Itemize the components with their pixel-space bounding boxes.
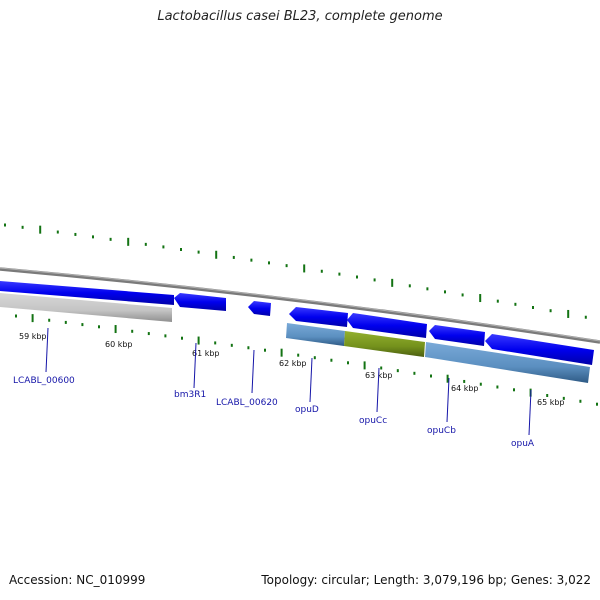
gene-bar[interactable]: [425, 342, 590, 383]
cds-arrow[interactable]: [429, 325, 485, 346]
label-leader-line: [376, 367, 380, 413]
tick-label: 60 kbp: [105, 340, 133, 349]
gene-bar[interactable]: [344, 331, 425, 357]
cds-arrow[interactable]: [289, 307, 348, 327]
cds-arrow[interactable]: [248, 301, 271, 316]
gene-label[interactable]: LCABL_00600: [13, 376, 75, 386]
backbone-highlight: [0, 267, 600, 342]
gene-labels: LCABL_00600 bm3R1 LCABL_00620 opuD opuCc opuC…: [13, 327, 535, 449]
label-leader-line: [446, 377, 450, 423]
label-leader-line: [528, 389, 532, 436]
gene-label[interactable]: LCABL_00620: [216, 398, 278, 408]
label-leader-line: [309, 357, 313, 403]
label-leader-line: [251, 349, 255, 394]
outer-tick-ring: [4, 223, 587, 319]
cds-arrow[interactable]: [347, 313, 427, 338]
gene-bar[interactable]: [0, 293, 172, 322]
tick-label: 62 kbp: [279, 359, 307, 368]
cds-arrow[interactable]: [174, 293, 226, 311]
gene-label[interactable]: opuD: [295, 405, 319, 415]
inner-tick-ring: [15, 314, 598, 406]
cds-arrow[interactable]: [0, 281, 174, 305]
tick-label: 65 kbp: [537, 398, 565, 407]
cds-arrow[interactable]: [485, 334, 594, 365]
tick-label: 64 kbp: [451, 384, 479, 393]
gene-label[interactable]: opuCb: [427, 426, 456, 436]
gene-label[interactable]: bm3R1: [174, 390, 206, 400]
backbone: [0, 267, 600, 344]
gene-label[interactable]: opuCc: [359, 416, 387, 426]
tick-label: 59 kbp: [19, 332, 47, 341]
gene-label[interactable]: opuA: [511, 439, 535, 449]
feature-layer: [0, 281, 594, 383]
accession-label: Accession: NC_010999: [9, 573, 146, 587]
genome-summary: Topology: circular; Length: 3,079,196 bp…: [261, 573, 591, 587]
map-title: Lactobacillus casei BL23, complete genom…: [157, 9, 443, 24]
gene-bar[interactable]: [286, 323, 345, 346]
label-leader-line: [45, 327, 49, 373]
label-leader-line: [193, 342, 197, 389]
tick-label: 61 kbp: [192, 349, 220, 358]
